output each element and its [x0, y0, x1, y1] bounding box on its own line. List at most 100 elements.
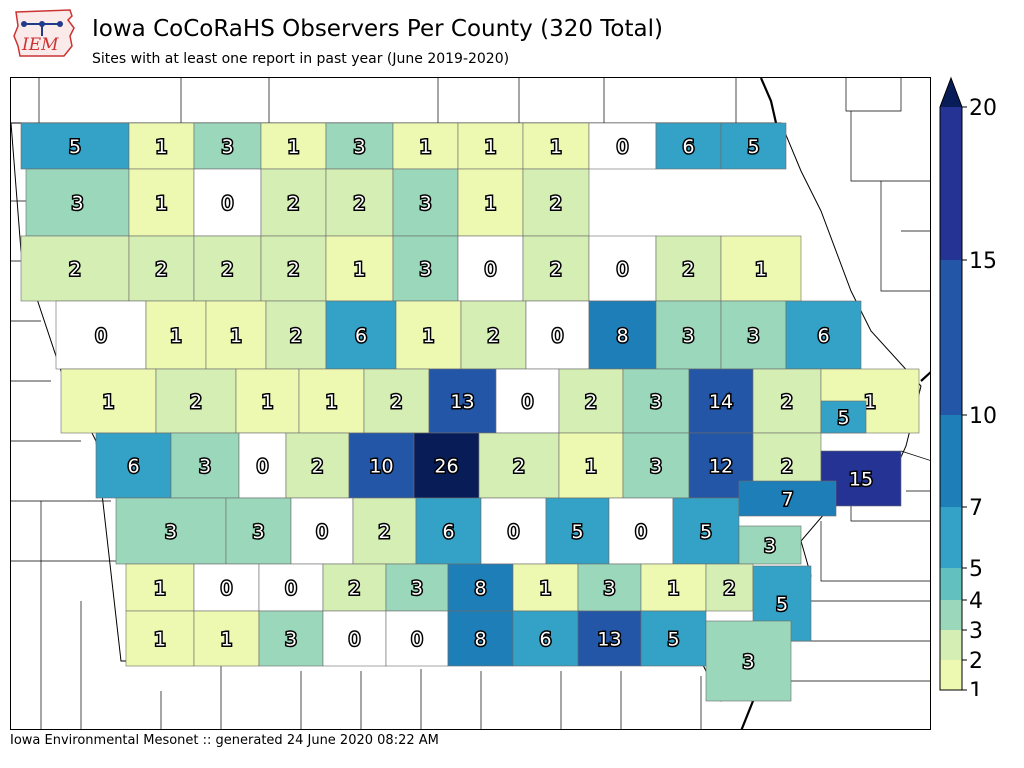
county-count-label: 0 [484, 259, 496, 281]
county-count-label: 6 [682, 136, 694, 158]
county-polygon [558, 368, 624, 434]
county-count-label: 2 [378, 521, 390, 543]
county-polygon [285, 432, 350, 499]
county-polygon [413, 432, 480, 499]
county-count-label: 2 [311, 456, 323, 478]
county-polygon [705, 563, 754, 612]
county-polygon [392, 235, 459, 302]
county-count-label: 8 [474, 578, 486, 600]
colorbar-bin [940, 107, 962, 260]
county-count-label: 1 [154, 629, 166, 651]
county-count-label: 1 [102, 391, 114, 413]
county-count-label: 1 [422, 325, 434, 347]
county-polygon [325, 122, 394, 170]
county-polygon [95, 432, 172, 499]
county-polygon [258, 610, 324, 667]
colorbar-tick-label: 4 [969, 589, 983, 614]
county-polygon [25, 168, 130, 237]
county-polygon [395, 300, 462, 370]
county-polygon [170, 432, 240, 499]
county-polygon [655, 300, 722, 370]
county-polygon [322, 610, 387, 667]
colorbar-extend-arrow [940, 78, 962, 107]
county-polygon [522, 235, 590, 302]
county-count-label: 14 [709, 391, 733, 413]
county-count-label: 2 [287, 259, 299, 281]
county-count-label: 12 [709, 456, 733, 478]
county-polygon [238, 432, 287, 499]
county-polygon [392, 168, 459, 237]
county-polygon [125, 610, 195, 667]
county-polygon [325, 168, 394, 237]
county-count-label: 13 [597, 629, 621, 651]
county-polygon [20, 235, 130, 302]
county-polygon [545, 497, 610, 565]
county-polygon [720, 122, 787, 170]
colorbar-bins [939, 76, 963, 691]
county-count-label: 0 [635, 521, 647, 543]
county-count-label: 8 [616, 325, 628, 347]
county-count-label: 0 [220, 578, 232, 600]
map-title: Iowa CoCoRaHS Observers Per County (320 … [92, 16, 663, 42]
county-polygon [588, 300, 657, 370]
county-count-label: 2 [353, 193, 365, 215]
colorbar-tick-label: 1 [969, 679, 983, 696]
county-layer: 5 1 3 1 3 1 1 1 0 6 53 1 0 2 2 3 1 22 2 2 2 1 3 0 2 0 2 10 1 1 2 6 1 2 0 8 3… [20, 122, 920, 702]
county-count-label: 5 [667, 629, 679, 651]
county-count-label: 0 [316, 521, 328, 543]
county-polygon [622, 368, 690, 434]
county-count-label: 2 [155, 259, 167, 281]
county-count-label: 0 [221, 193, 233, 215]
county-polygon [558, 432, 624, 499]
county-count-label: 5 [571, 521, 583, 543]
colorbar-bin [940, 415, 962, 507]
county-polygon [655, 235, 722, 302]
county-count-label: 0 [551, 325, 563, 347]
county-count-label: 1 [755, 259, 767, 281]
county-count-label: 1 [325, 391, 337, 413]
county-count-label: 3 [764, 535, 776, 557]
county-polygon [415, 497, 482, 565]
county-polygon [128, 168, 195, 237]
county-polygon [512, 610, 579, 667]
county-polygon [205, 300, 267, 370]
county-polygon [290, 497, 354, 565]
county-polygon [128, 235, 195, 302]
colorbar-tick-label: 5 [969, 557, 983, 582]
county-count-label: 1 [585, 456, 597, 478]
county-polygon [785, 300, 862, 370]
county-count-label: 1 [230, 325, 242, 347]
county-polygon [55, 300, 147, 370]
county-count-label: 7 [781, 489, 793, 511]
county-count-label: 1 [667, 578, 679, 600]
county-polygon [348, 432, 415, 499]
county-polygon [193, 168, 262, 237]
colorbar-ticks: 1 2 3 4 5 7 10 15 20 [962, 96, 997, 696]
county-count-label: 5 [69, 136, 81, 158]
county-count-label: 6 [817, 325, 829, 347]
county-polygon [322, 563, 387, 612]
colorbar-bin [940, 600, 962, 630]
county-polygon [495, 368, 560, 434]
county-count-label: 2 [290, 325, 302, 347]
county-polygon [522, 122, 590, 170]
county-count-label: 0 [507, 521, 519, 543]
county-count-label: 2 [585, 391, 597, 413]
county-count-label: 1 [484, 136, 496, 158]
county-polygon [738, 480, 837, 517]
county-polygon [480, 497, 547, 565]
county-count-label: 0 [521, 391, 533, 413]
county-polygon [525, 300, 590, 370]
county-count-label: 3 [742, 651, 754, 673]
neighboring-state-counties [11, 78, 930, 729]
county-count-label: 0 [285, 578, 297, 600]
county-polygon [392, 122, 459, 170]
county-count-label: 3 [199, 456, 211, 478]
county-count-label: 3 [252, 521, 264, 543]
county-polygon [457, 168, 524, 237]
county-count-label: 8 [474, 629, 486, 651]
county-polygon [705, 620, 792, 702]
colorbar-tick-label: 2 [969, 649, 983, 674]
county-count-label: 5 [747, 136, 759, 158]
county-count-label: 2 [781, 456, 793, 478]
